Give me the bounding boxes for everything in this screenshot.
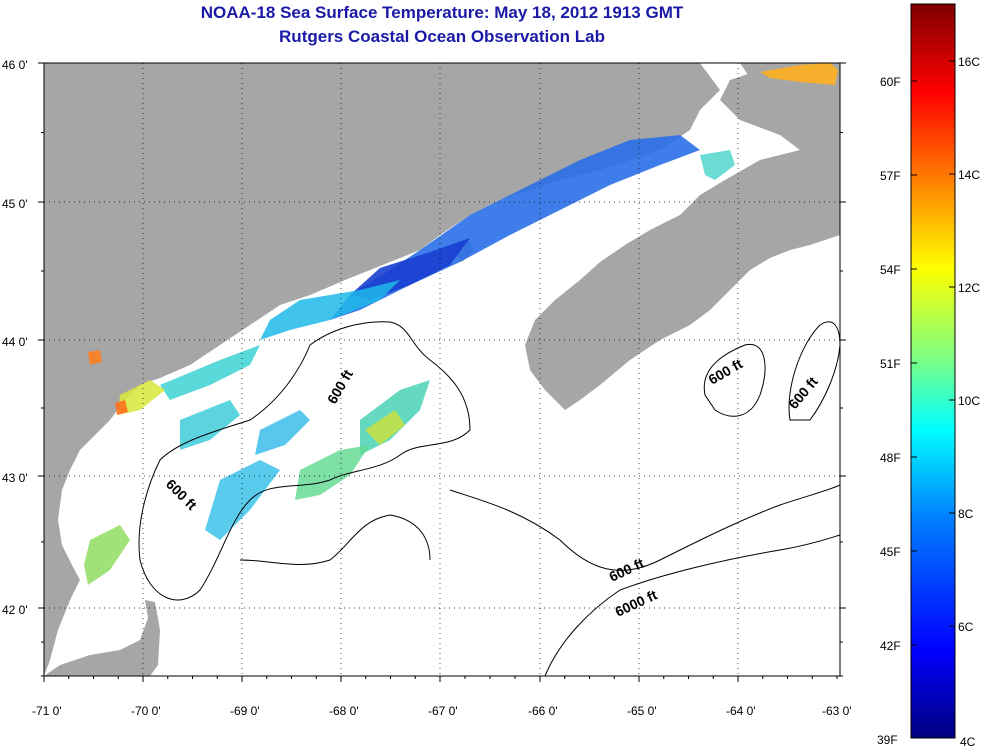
- lat-label: 43 0': [2, 471, 28, 485]
- longitude-labels: -71 0' -70 0' -69 0' -68 0' -67 0' -66 0…: [32, 704, 852, 718]
- colorbar-f-label: 39F: [877, 733, 898, 747]
- map-title: NOAA-18 Sea Surface Temperature: May 18,…: [200, 3, 684, 22]
- lon-label: -71 0': [32, 704, 62, 718]
- colorbar-f-label: 48F: [880, 451, 901, 465]
- colorbar-fahrenheit-labels: 60F 57F 54F 51F 48F 45F 42F 39F: [877, 75, 901, 747]
- colorbar-c-label: 4C: [960, 735, 976, 749]
- colorbar-f-label: 60F: [880, 75, 901, 89]
- lat-label: 45 0': [2, 197, 28, 211]
- map-grid: [44, 63, 840, 676]
- colorbar-f-label: 54F: [880, 263, 901, 277]
- lon-label: -64 0': [726, 704, 756, 718]
- colorbar-ticks: [911, 60, 955, 646]
- lon-label: -63 0': [822, 704, 852, 718]
- colorbar-f-label: 57F: [880, 169, 901, 183]
- lon-label: -69 0': [230, 704, 260, 718]
- latitude-labels: 46 0' 45 0' 44 0' 43 0' 42 0': [2, 58, 28, 617]
- colorbar-c-label: 6C: [958, 620, 974, 634]
- colorbar-celsius-labels: 16C 14C 12C 10C 8C 6C 4C: [958, 55, 980, 749]
- lat-label: 42 0': [2, 603, 28, 617]
- lon-label: -67 0': [428, 704, 458, 718]
- colorbar-c-label: 10C: [958, 394, 980, 408]
- colorbar-c-label: 12C: [958, 281, 980, 295]
- land-new-england: [44, 63, 720, 676]
- colorbar-f-label: 51F: [880, 357, 901, 371]
- map-frame: [43, 62, 841, 677]
- lat-label: 46 0': [2, 58, 28, 72]
- lon-label: -68 0': [329, 704, 359, 718]
- colorbar-f-label: 42F: [880, 639, 901, 653]
- colorbar-f-label: 45F: [880, 545, 901, 559]
- colorbar: [910, 3, 956, 739]
- colorbar-c-label: 14C: [958, 168, 980, 182]
- lon-label: -70 0': [131, 704, 161, 718]
- map-subtitle: Rutgers Coastal Ocean Observation Lab: [279, 27, 605, 46]
- lon-label: -66 0': [528, 704, 558, 718]
- colorbar-c-label: 16C: [958, 55, 980, 69]
- lat-label: 44 0': [2, 335, 28, 349]
- lon-label: -65 0': [627, 704, 657, 718]
- map-ticks: [38, 62, 846, 682]
- land-nova-scotia: [525, 63, 840, 410]
- depth-contours: [138, 321, 840, 676]
- colorbar-c-label: 8C: [958, 507, 974, 521]
- land-cape-cod: [44, 600, 160, 676]
